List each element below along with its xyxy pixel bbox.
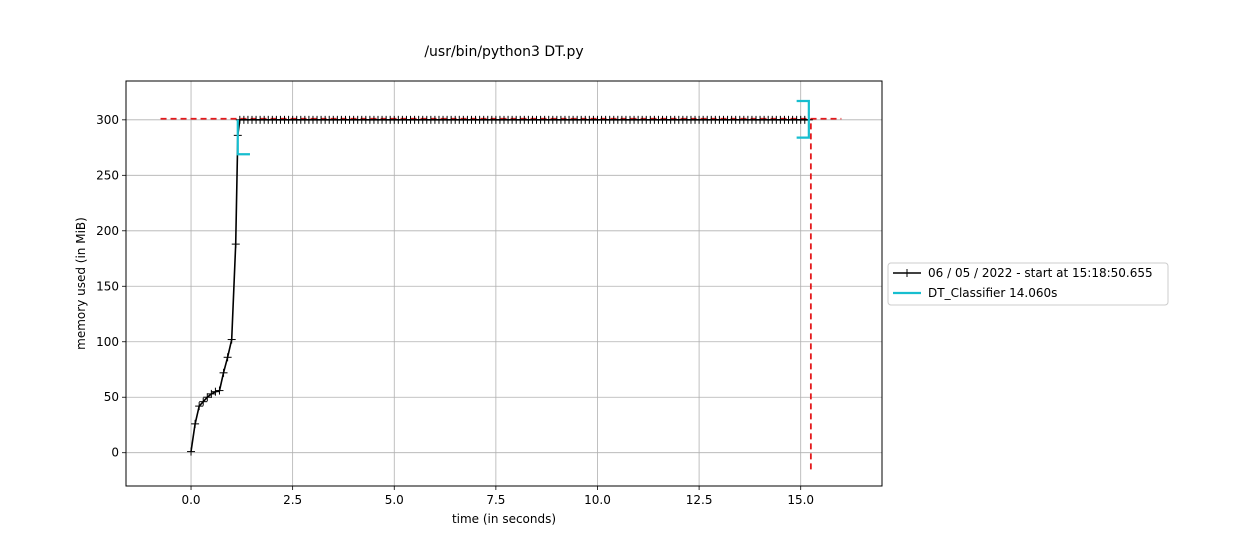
- y-tick-label: 150: [96, 279, 119, 293]
- memory-data-point: [215, 386, 224, 395]
- y-axis-ticks: 0 50 100 150 200 250 300: [96, 113, 126, 460]
- reference-lines: [160, 117, 842, 470]
- memory-data-point: [203, 393, 212, 402]
- x-tick-label: 15.0: [787, 493, 814, 507]
- y-tick-label: 0: [111, 446, 119, 460]
- x-tick-label: 12.5: [686, 493, 713, 507]
- legend-item-memory-series: [893, 269, 921, 277]
- y-tick-label: 50: [104, 390, 119, 404]
- plot-area-frame: [125, 80, 883, 487]
- x-tick-label: 0.0: [181, 493, 200, 507]
- legend: 06 / 05 / 2022 - start at 15:18:50.655 D…: [887, 262, 1169, 306]
- y-tick-label: 250: [96, 168, 119, 182]
- memory-data-point: [231, 240, 240, 249]
- y-tick-label: 200: [96, 224, 119, 238]
- x-tick-label: 2.5: [283, 493, 302, 507]
- memory-data-point: [199, 397, 208, 406]
- memory-data-point: [223, 353, 232, 362]
- memory-data-point: [191, 419, 200, 428]
- memory-data-point: [187, 447, 196, 456]
- series-layer: [187, 99, 813, 456]
- y-tick-label: 100: [96, 335, 119, 349]
- legend-label-function-series: DT_Classifier 14.060s: [928, 286, 1057, 300]
- x-tick-label: 5.0: [385, 493, 404, 507]
- legend-box: [887, 262, 1169, 306]
- y-axis-label: memory used (in MiB): [74, 217, 88, 350]
- legend-label-memory-series: 06 / 05 / 2022 - start at 15:18:50.655: [928, 266, 1153, 280]
- memory-data-point: [211, 387, 220, 396]
- memory-data-point: [227, 335, 236, 344]
- x-tick-label: 7.5: [486, 493, 505, 507]
- x-tick-label: 10.0: [584, 493, 611, 507]
- chart-title: /usr/bin/python3 DT.py: [424, 44, 583, 60]
- function-start-bracket: [236, 119, 250, 156]
- memory-data-point: [219, 368, 228, 377]
- grid-lines: [126, 81, 882, 486]
- function-end-bracket: [796, 99, 810, 139]
- x-axis-label: time (in seconds): [452, 512, 556, 526]
- memory-data-point: [195, 402, 204, 411]
- memory-data-point: [207, 389, 216, 398]
- memory-usage-line: [190, 119, 809, 452]
- x-axis-ticks: 0.0 2.5 5.0 7.5 10.0 12.5 15.0: [181, 486, 814, 507]
- y-tick-label: 300: [96, 113, 119, 127]
